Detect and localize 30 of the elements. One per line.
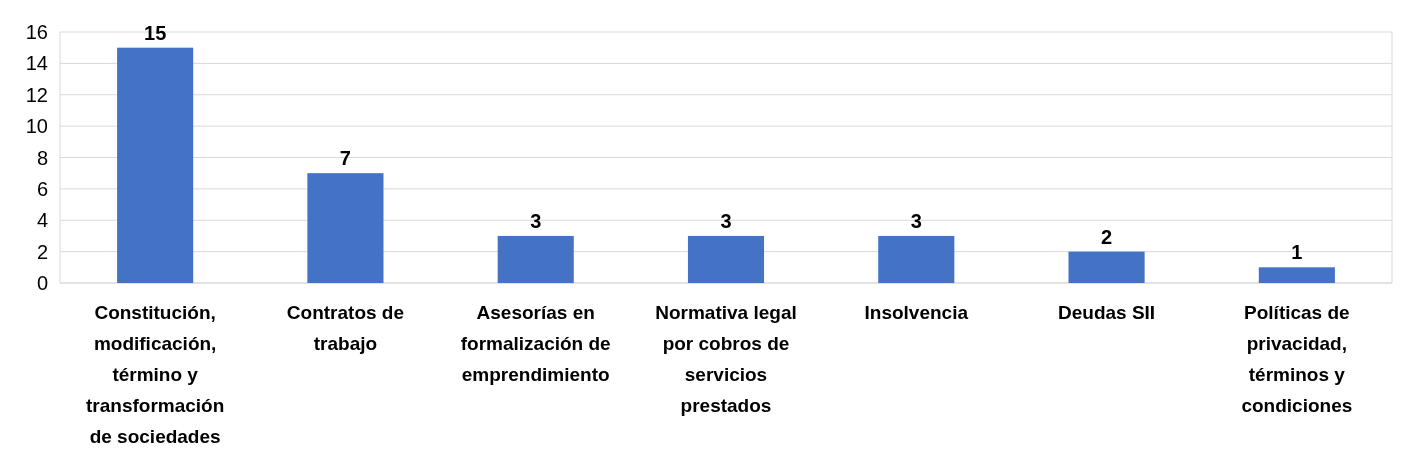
x-tick-label: Contratos de trabajo <box>286 302 405 354</box>
y-tick-label: 12 <box>25 83 48 106</box>
bar <box>878 235 955 283</box>
x-tick-label: Políticas de privacidad, términos y condiciones <box>1241 302 1353 416</box>
y-tick-label: 14 <box>25 52 48 75</box>
bar <box>307 173 384 283</box>
data-label: 3 <box>910 209 922 232</box>
y-tick-label: 2 <box>36 240 48 263</box>
x-tick-label: Deudas SII <box>1057 302 1156 323</box>
data-label: 3 <box>720 209 732 232</box>
bar <box>497 235 574 283</box>
bar <box>1068 251 1145 283</box>
data-label: 2 <box>1101 225 1113 248</box>
data-label: 1 <box>1291 241 1303 264</box>
data-label: 7 <box>339 147 351 170</box>
x-tick-label: Constitución, modificación, término y transformación de sociedades <box>85 302 225 447</box>
bar <box>1258 267 1335 283</box>
x-tick-label: Asesorías en formalización de emprendimiento <box>460 302 611 385</box>
bar <box>117 47 194 283</box>
x-tick-label: Insolvencia <box>864 302 969 323</box>
y-tick-label: 6 <box>36 177 48 200</box>
data-label: 3 <box>530 209 542 232</box>
y-tick-label: 0 <box>36 272 48 294</box>
y-tick-label: 10 <box>25 115 48 138</box>
y-tick-label: 8 <box>36 146 48 169</box>
data-label: 15 <box>144 21 167 44</box>
y-tick-label: 4 <box>36 209 48 232</box>
bar <box>687 235 765 283</box>
x-tick-label: Normativa legal por cobros de servicios prestados <box>655 302 797 416</box>
y-tick-label: 16 <box>25 21 48 43</box>
